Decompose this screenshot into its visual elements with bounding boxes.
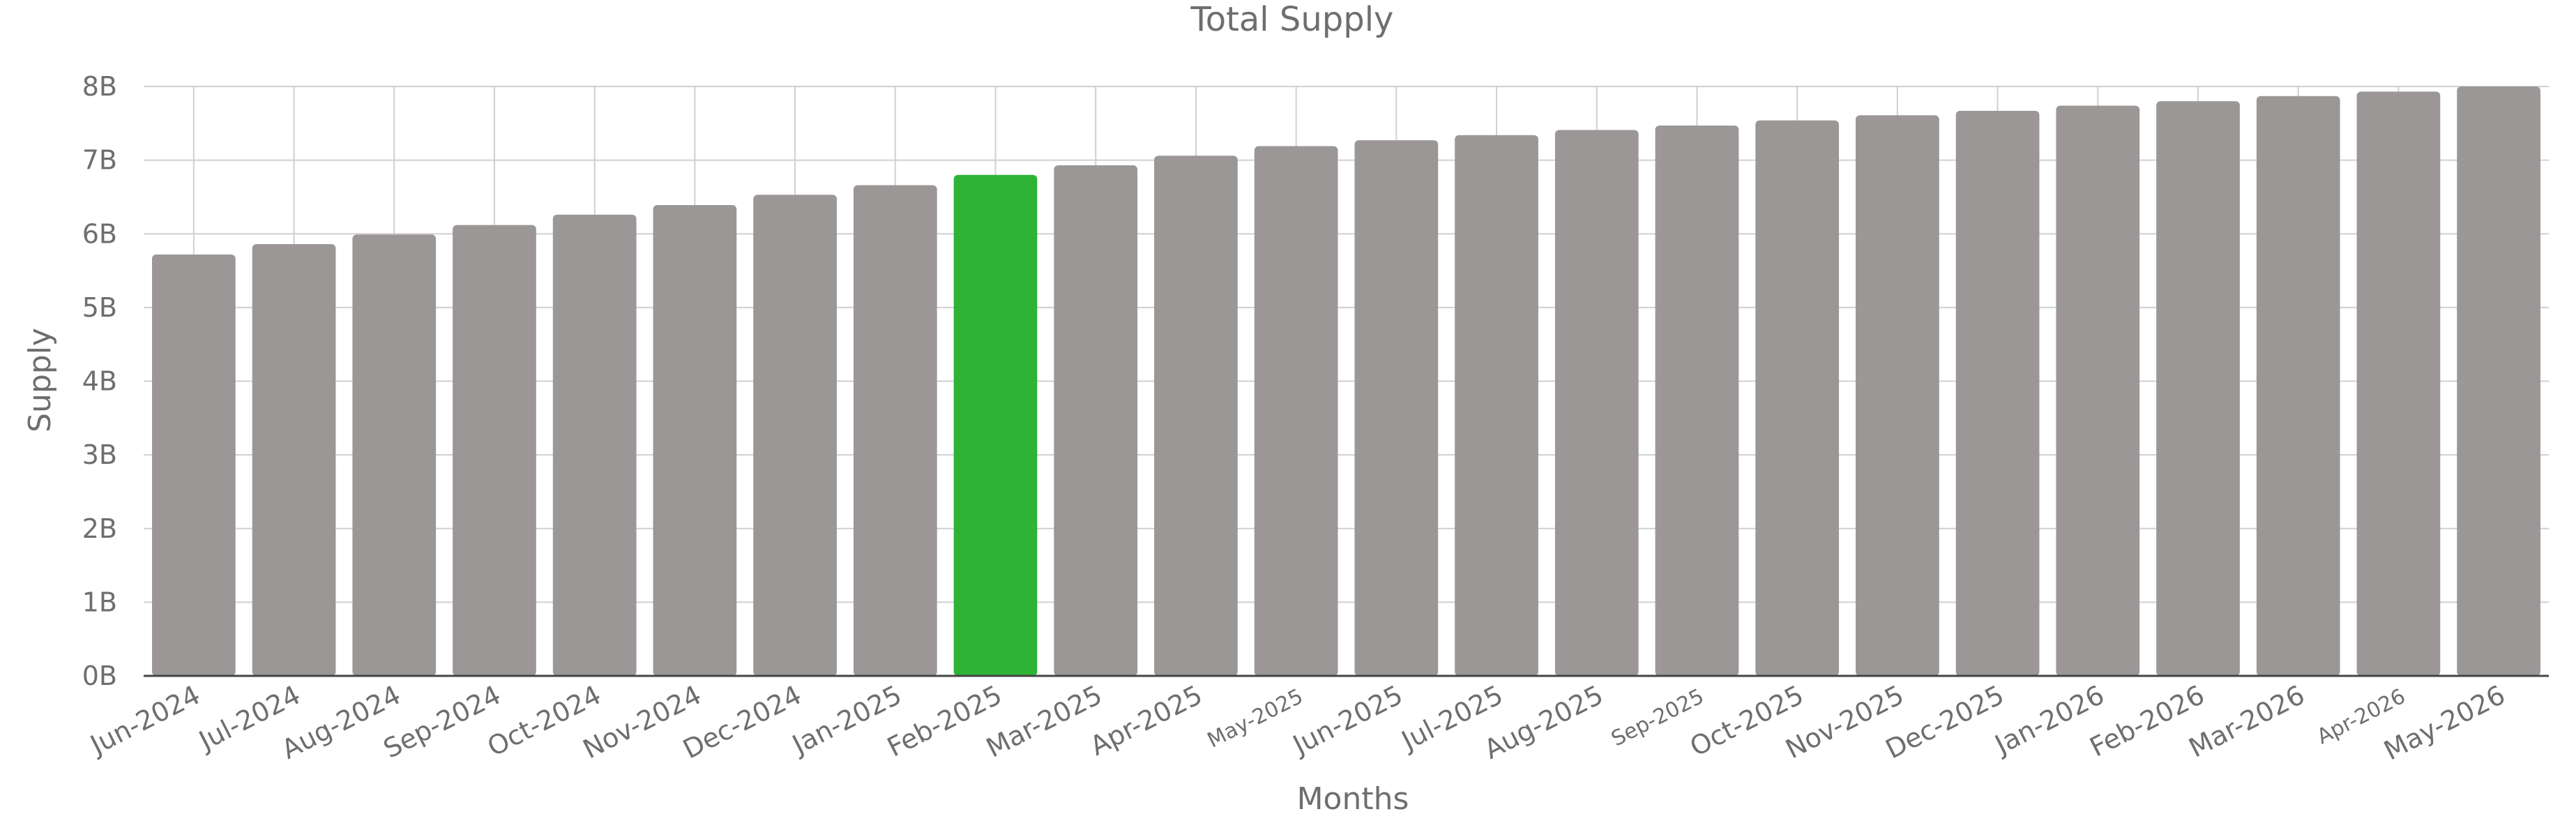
bar-mar-2025[interactable] [1054,165,1138,677]
x-axis-label: Months [1297,781,1409,817]
bar-jul-2025[interactable] [1455,135,1538,676]
bar-oct-2025[interactable] [1755,120,1840,676]
bar-apr-2025[interactable] [1154,156,1238,677]
y-tick-label: 6B [82,218,117,249]
bar-aug-2025[interactable] [1554,130,1639,677]
y-tick-label: 7B [82,145,117,176]
bar-mar-2026[interactable] [2256,96,2340,676]
x-tick-label: Apr-2025 [1085,679,1207,762]
y-tick-label: 0B [82,661,117,691]
bar-jan-2026[interactable] [2056,105,2140,676]
bar-may-2025[interactable] [1254,146,1338,676]
y-tick-label: 3B [82,439,117,470]
bar-jun-2025[interactable] [1354,140,1439,676]
y-tick-label: 2B [82,513,117,544]
bar-may-2026[interactable] [2457,86,2540,676]
y-tick-label: 8B [82,71,117,102]
bar-nov-2024[interactable] [653,205,737,676]
bar-sep-2025[interactable] [1655,125,1739,676]
x-tick-label: Jun-2025 [1287,679,1407,761]
x-tick-label: Mar-2026 [2184,679,2310,764]
bars [152,86,2540,677]
bar-jul-2024[interactable] [252,244,336,677]
y-axis-ticks: 0B 1B 2B 3B 4B 5B 6B 7B 8B [82,71,117,691]
bar-dec-2025[interactable] [1955,110,2040,676]
x-tick-label: Mar-2025 [981,679,1107,764]
bar-jan-2025[interactable] [853,185,937,677]
bar-feb-2026[interactable] [2156,101,2240,676]
x-tick-label: May-2025 [1204,684,1307,753]
y-tick-label: 1B [82,587,117,617]
bar-nov-2025[interactable] [1856,115,1939,677]
x-tick-label: Jun-2024 [84,679,205,761]
y-tick-label: 4B [82,366,117,397]
bar-jun-2024[interactable] [152,254,236,676]
bar-aug-2024[interactable] [352,234,437,676]
bar-sep-2024[interactable] [453,225,536,676]
bar-feb-2025[interactable] [953,174,1038,676]
chart-title: Total Supply [1190,0,1394,39]
bar-oct-2024[interactable] [552,214,637,677]
bar-apr-2026[interactable] [2356,91,2441,677]
x-axis-ticks: Jun-2024Jul-2024Aug-2024Sep-2024Oct-2024… [84,679,2510,767]
y-tick-label: 5B [82,292,117,323]
bar-dec-2024[interactable] [753,195,837,676]
y-axis-label: Supply [22,328,58,432]
